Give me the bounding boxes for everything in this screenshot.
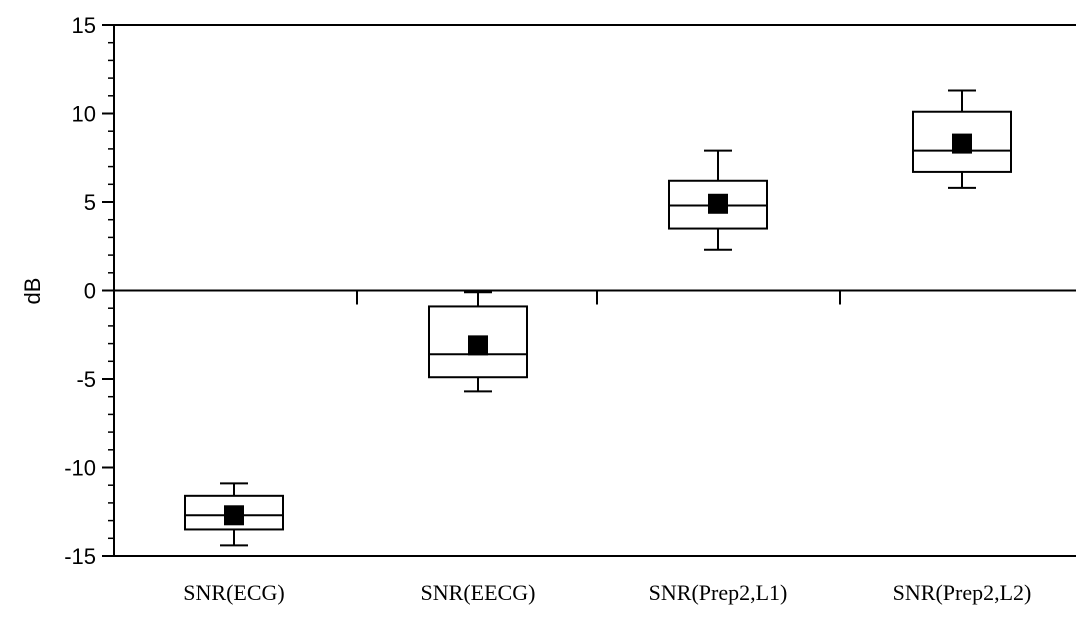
mean-marker	[224, 505, 244, 526]
y-tick-label: -15	[64, 544, 96, 569]
y-tick-label: -10	[64, 456, 96, 481]
axes: 15 10 5 0 -5 -10 -15 SNR(ECG) SNR(EECG) SNR(Prep2…	[64, 13, 1076, 605]
x-category-label: SNR(Prep2,L2)	[893, 580, 1032, 605]
x-category-label: SNR(Prep2,L1)	[649, 580, 788, 605]
y-tick-label: 0	[84, 279, 96, 304]
box-group	[184, 482, 284, 547]
x-category-label: SNR(EECG)	[421, 580, 536, 605]
y-tick-label: 10	[72, 102, 96, 127]
y-tick-label: 15	[72, 13, 96, 38]
mean-marker	[468, 335, 488, 356]
x-category-label: SNR(ECG)	[183, 580, 284, 605]
mean-marker	[952, 133, 972, 154]
y-axis-title: dB	[20, 278, 45, 305]
y-tick-label: 5	[84, 190, 96, 215]
boxes	[184, 89, 1012, 547]
box-group	[428, 291, 528, 393]
box-group	[912, 89, 1012, 189]
box-group	[668, 149, 768, 251]
mean-marker	[708, 193, 728, 214]
y-tick-label: -5	[76, 367, 96, 392]
